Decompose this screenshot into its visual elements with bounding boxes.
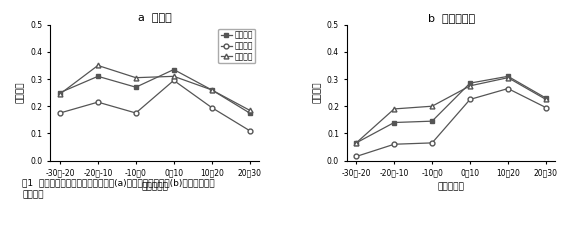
平均気温 (171, 68, 177, 71)
最高気温 (95, 101, 102, 104)
最高気温 (246, 129, 253, 132)
最低気温 (57, 93, 63, 96)
Legend: 平均気温, 最高気温, 最低気温: 平均気温, 最高気温, 最低気温 (218, 28, 255, 63)
平均気温 (391, 121, 398, 124)
最低気温 (542, 98, 549, 101)
最高気温 (429, 141, 435, 144)
Title: a  乳白粒: a 乳白粒 (138, 13, 172, 22)
最高気温 (132, 112, 139, 115)
最高気温 (208, 106, 215, 109)
平均気温 (95, 75, 102, 78)
X-axis label: 出穂後日数: 出穂後日数 (438, 183, 465, 192)
最低気温 (429, 105, 435, 108)
最低気温 (132, 76, 139, 79)
最高気温 (467, 98, 473, 101)
Title: b  基部未熟粒: b 基部未熟粒 (427, 13, 475, 22)
平均気温 (429, 120, 435, 123)
最高気温 (504, 87, 511, 90)
最高気温 (57, 112, 63, 115)
Text: 図1  出穂期前後の気象条件と乳白粒(a)および基部未熟粒(b)の発生率との
相関係数: 図1 出穂期前後の気象条件と乳白粒(a)および基部未熟粒(b)の発生率との 相関… (22, 178, 215, 199)
最低気温 (467, 84, 473, 87)
Line: 最高気温: 最高気温 (58, 78, 252, 133)
平均気温 (542, 97, 549, 100)
平均気温 (467, 82, 473, 85)
平均気温 (132, 86, 139, 89)
Line: 最低気温: 最低気温 (58, 63, 252, 113)
最低気温 (95, 64, 102, 67)
X-axis label: 出穂後日数: 出穂後日数 (141, 183, 168, 192)
Y-axis label: 相関係数: 相関係数 (312, 82, 321, 103)
Y-axis label: 相関係数: 相関係数 (16, 82, 25, 103)
最低気温 (208, 88, 215, 91)
平均気温 (353, 141, 360, 144)
最低気温 (246, 109, 253, 112)
Line: 最高気温: 最高気温 (354, 86, 548, 159)
最低気温 (171, 75, 177, 78)
平均気温 (504, 75, 511, 78)
最低気温 (504, 76, 511, 79)
最低気温 (391, 107, 398, 110)
平均気温 (208, 88, 215, 91)
Line: 平均気温: 平均気温 (354, 74, 548, 145)
最高気温 (542, 106, 549, 109)
平均気温 (246, 112, 253, 115)
最高気温 (391, 143, 398, 146)
平均気温 (57, 91, 63, 94)
最高気温 (171, 79, 177, 82)
最低気温 (353, 141, 360, 144)
Line: 最低気温: 最低気温 (354, 75, 548, 145)
Line: 平均気温: 平均気温 (58, 67, 252, 115)
最高気温 (353, 155, 360, 158)
